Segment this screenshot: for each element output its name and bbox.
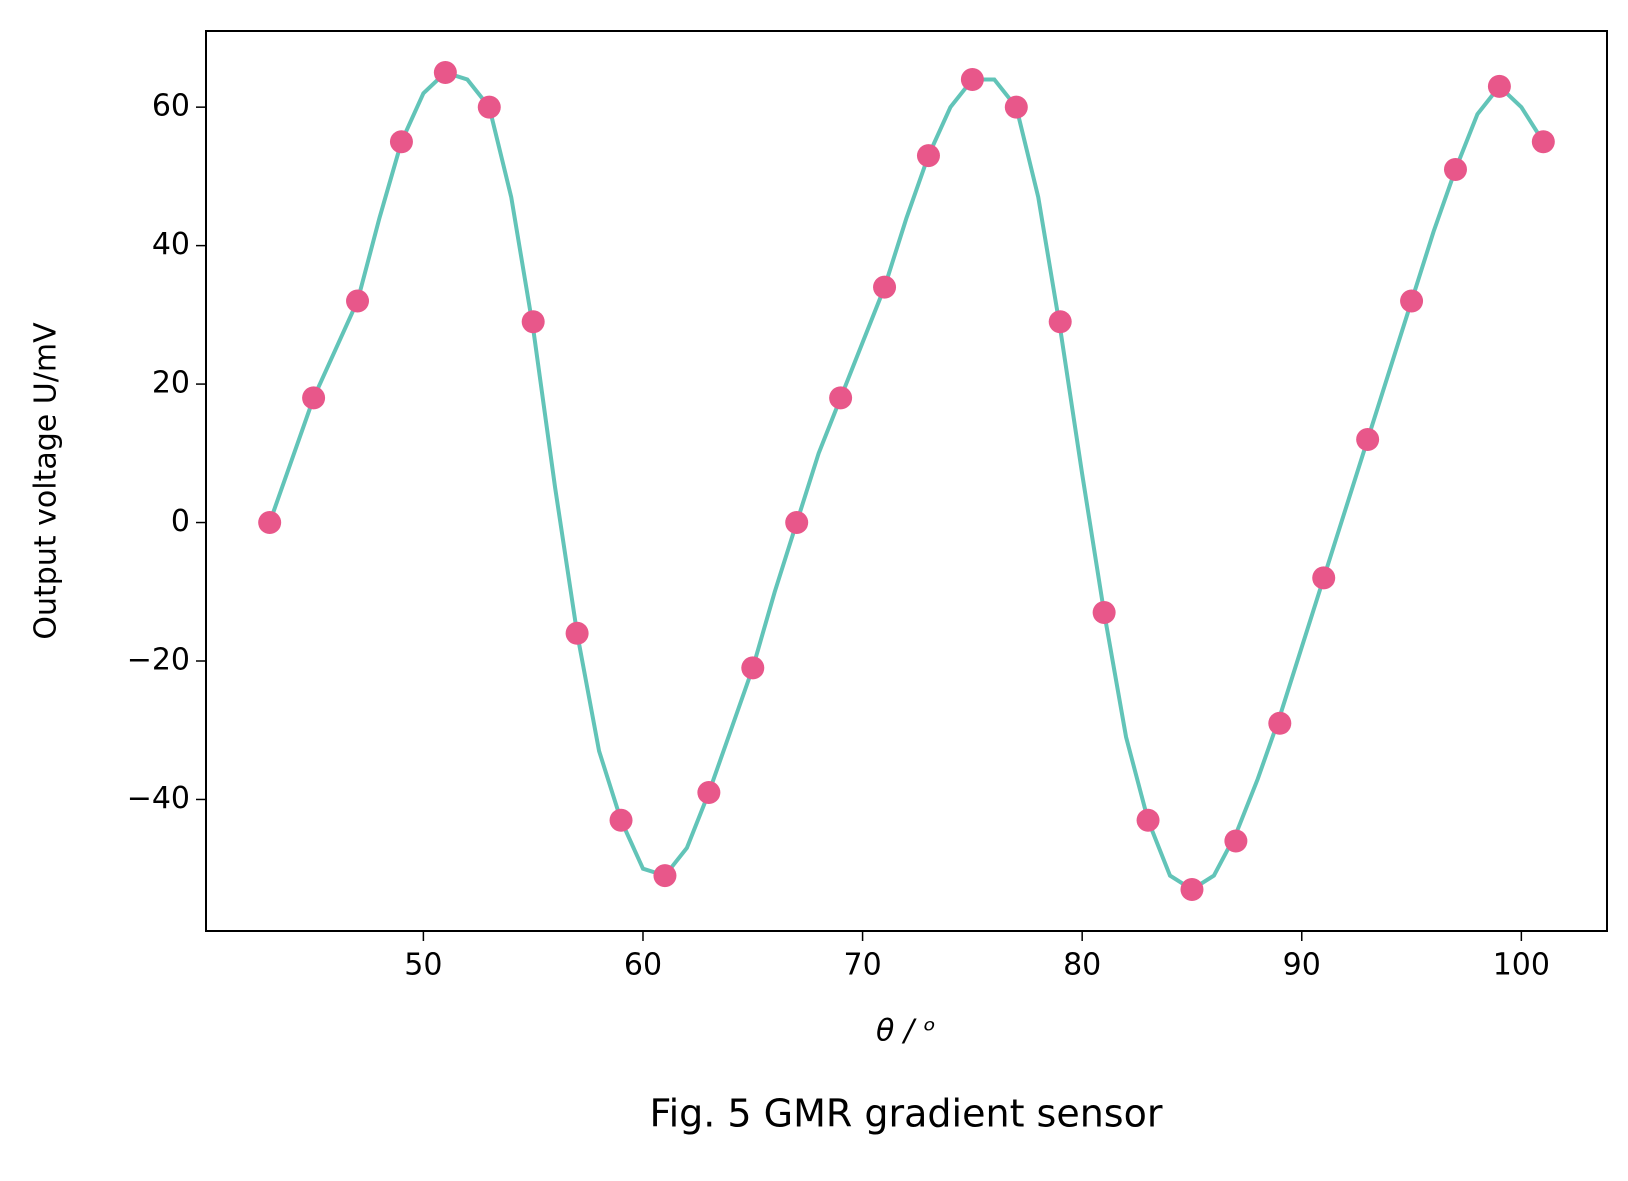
data-point: [1180, 877, 1204, 901]
data-point: [1531, 130, 1555, 154]
data-point: [1048, 310, 1072, 334]
data-point: [477, 95, 501, 119]
y-tick-label: −20: [127, 643, 190, 678]
data-point: [741, 656, 765, 680]
data-point: [873, 275, 897, 299]
data-point: [389, 130, 413, 154]
data-point: [609, 808, 633, 832]
x-tick-label: 70: [843, 948, 881, 983]
data-point: [521, 310, 545, 334]
fit-line: [267, 70, 1546, 892]
data-point: [785, 511, 809, 535]
data-point: [1356, 427, 1380, 451]
y-axis-label: Output voltage U/mV: [29, 322, 64, 640]
data-point: [433, 61, 457, 85]
data-point: [960, 67, 984, 91]
data-point: [697, 781, 721, 805]
data-point: [1136, 808, 1160, 832]
data-point: [1312, 566, 1336, 590]
data-point: [1400, 289, 1424, 313]
data-point: [1092, 601, 1116, 625]
x-tick-label: 60: [624, 948, 662, 983]
data-point: [1443, 157, 1467, 181]
y-tick-label: 20: [152, 366, 190, 401]
y-tick-label: 60: [152, 89, 190, 124]
data-point: [565, 621, 589, 645]
data-point: [1268, 711, 1292, 735]
data-point: [258, 511, 282, 535]
x-tick-label: 80: [1063, 948, 1101, 983]
caption: Fig. 5 GMR gradient sensor: [650, 1092, 1163, 1136]
y-tick-label: 40: [152, 227, 190, 262]
data-point: [1004, 95, 1028, 119]
x-tick-label: 90: [1283, 948, 1321, 983]
y-tick-label: 0: [171, 504, 190, 539]
y-tick-label: −40: [127, 781, 190, 816]
x-tick-label: 50: [404, 948, 442, 983]
data-point: [1224, 829, 1248, 853]
data-point: [1487, 74, 1511, 98]
plot-frame: [205, 30, 1608, 932]
data-point: [302, 386, 326, 410]
x-tick-label: 100: [1493, 948, 1550, 983]
x-axis-label: θ / ᵒ: [876, 1014, 936, 1049]
data-point: [653, 864, 677, 888]
data-point: [346, 289, 370, 313]
data-point: [916, 144, 940, 168]
data-point: [829, 386, 853, 410]
